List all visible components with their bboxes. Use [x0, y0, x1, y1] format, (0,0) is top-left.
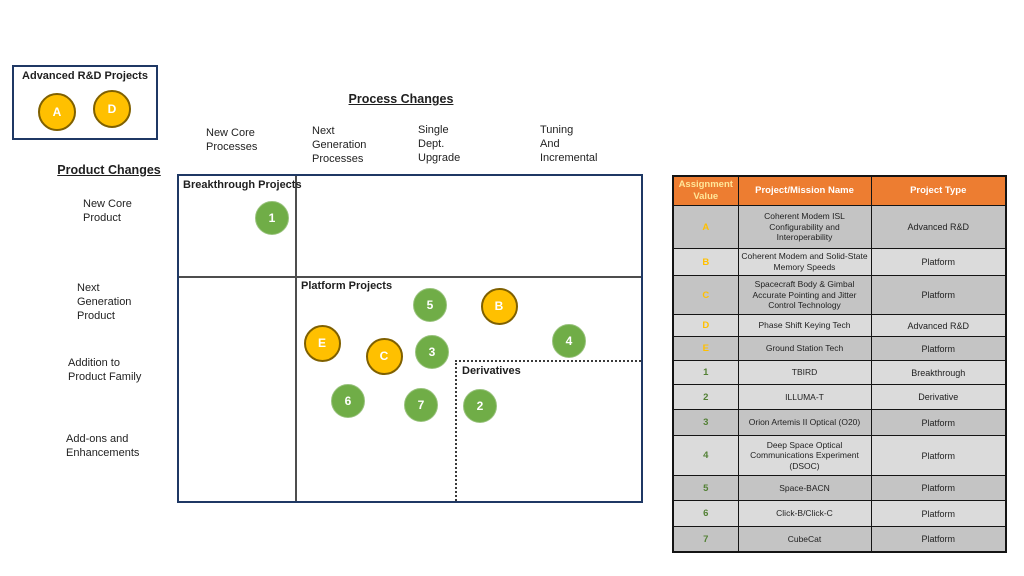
- derivatives-region: Derivatives: [455, 360, 641, 501]
- platform-region-label: Platform Projects: [301, 280, 393, 292]
- bubble-3: 3: [415, 335, 449, 369]
- bubble-D: D: [93, 90, 131, 128]
- cell-project-mission-name: Ground Station Tech: [737, 336, 872, 361]
- process-axis-label-next-generation-processes: Next Generation Processes: [312, 125, 367, 166]
- cell-assignment-value: 6: [672, 500, 739, 527]
- cell-assignment-value: 1: [672, 360, 739, 385]
- table-row-7: 7 CubeCat Platform: [672, 526, 1007, 553]
- table-row-B: B Coherent Modem and Solid-State Memory S…: [672, 248, 1007, 276]
- cell-assignment-value: 7: [672, 526, 739, 553]
- bubble-C: C: [365, 337, 403, 375]
- cell-project-mission-name: Deep Space Optical Communications Experi…: [737, 435, 872, 476]
- bubble-5: 5: [413, 288, 447, 322]
- process-axis-label-single-dept-upgrade: Single Dept. Upgrade: [418, 124, 461, 165]
- cell-project-type: Platform: [870, 248, 1007, 276]
- project-assignment-table: Assignment Value Project/Mission Name Pr…: [672, 175, 1007, 553]
- col-header-project-type: Project Type: [870, 175, 1007, 206]
- bubble-7: 7: [404, 388, 438, 422]
- matrix-vertical-divider: [295, 176, 297, 501]
- cell-project-mission-name: Click-B/Click-C: [737, 500, 872, 527]
- advanced-rd-legend-title: Advanced R&D Projects: [22, 70, 148, 82]
- cell-assignment-value: 5: [672, 475, 739, 501]
- product-changes-title: Product Changes: [57, 163, 161, 177]
- cell-project-mission-name: Orion Artemis II Optical (O20): [737, 409, 872, 436]
- cell-assignment-value: 4: [672, 435, 739, 476]
- bubble-A: A: [38, 93, 76, 131]
- table-row-A: A Coherent Modem ISL Configurability and …: [672, 205, 1007, 249]
- cell-assignment-value: B: [672, 248, 739, 276]
- derivatives-region-label: Derivatives: [462, 365, 521, 377]
- cell-project-mission-name: Space-BACN: [737, 475, 872, 501]
- cell-project-mission-name: Spacecraft Body & Gimbal Accurate Pointi…: [737, 275, 872, 315]
- process-changes-title: Process Changes: [348, 92, 454, 106]
- table-header-row: Assignment Value Project/Mission Name Pr…: [672, 175, 1007, 206]
- matrix-horizontal-divider: [179, 276, 641, 278]
- cell-project-type: Platform: [870, 275, 1007, 315]
- bubble-B: B: [480, 287, 518, 325]
- cell-project-type: Advanced R&D: [870, 205, 1007, 249]
- cell-project-type: Platform: [870, 336, 1007, 361]
- cell-project-mission-name: ILLUMA-T: [737, 384, 872, 410]
- cell-project-type: Platform: [870, 409, 1007, 436]
- table-row-E: E Ground Station Tech Platform: [672, 336, 1007, 361]
- cell-project-type: Platform: [870, 526, 1007, 553]
- cell-assignment-value: 3: [672, 409, 739, 436]
- bubble-E: E: [303, 324, 341, 362]
- bubble-1: 1: [255, 201, 289, 235]
- table-row-3: 3 Orion Artemis II Optical (O20) Platform: [672, 409, 1007, 436]
- product-axis-label-addition-to-product-family: Addition to Product Family: [68, 357, 142, 384]
- product-axis-label-next-generation-product: Next Generation Product: [77, 282, 132, 323]
- table-row-1: 1 TBIRD Breakthrough: [672, 360, 1007, 385]
- bubble-4: 4: [552, 324, 586, 358]
- cell-project-mission-name: Phase Shift Keying Tech: [737, 314, 872, 337]
- cell-project-type: Derivative: [870, 384, 1007, 410]
- cell-project-type: Platform: [870, 500, 1007, 527]
- cell-assignment-value: C: [672, 275, 739, 315]
- product-axis-label-new-core-product: New Core Product: [83, 198, 132, 225]
- process-axis-label-tuning-and-incremental: Tuning And Incremental: [540, 124, 598, 165]
- col-header-project-mission-name: Project/Mission Name: [737, 175, 872, 206]
- cell-project-type: Advanced R&D: [870, 314, 1007, 337]
- cell-assignment-value: E: [672, 336, 739, 361]
- bubble-2: 2: [463, 389, 497, 423]
- table-row-5: 5 Space-BACN Platform: [672, 475, 1007, 501]
- table-row-C: C Spacecraft Body & Gimbal Accurate Point…: [672, 275, 1007, 315]
- table-row-6: 6 Click-B/Click-C Platform: [672, 500, 1007, 527]
- col-header-assignment-value: Assignment Value: [672, 175, 739, 206]
- table-row-D: D Phase Shift Keying Tech Advanced R&D: [672, 314, 1007, 337]
- bubble-6: 6: [331, 384, 365, 418]
- cell-project-mission-name: Coherent Modem ISL Configurability and I…: [737, 205, 872, 249]
- cell-assignment-value: D: [672, 314, 739, 337]
- cell-project-mission-name: TBIRD: [737, 360, 872, 385]
- cell-project-mission-name: Coherent Modem and Solid-State Memory Sp…: [737, 248, 872, 276]
- product-axis-label-add-ons-and-enhancements: Add-ons and Enhancements: [66, 433, 140, 460]
- cell-assignment-value: A: [672, 205, 739, 249]
- breakthrough-region-label: Breakthrough Projects: [183, 179, 302, 191]
- table-row-4: 4 Deep Space Optical Communications Exper…: [672, 435, 1007, 476]
- advanced-rd-legend-box: Advanced R&D Projects: [12, 65, 158, 140]
- cell-project-type: Platform: [870, 435, 1007, 476]
- cell-project-type: Breakthrough: [870, 360, 1007, 385]
- cell-project-mission-name: CubeCat: [737, 526, 872, 553]
- table-row-2: 2 ILLUMA-T Derivative: [672, 384, 1007, 410]
- cell-project-type: Platform: [870, 475, 1007, 501]
- cell-assignment-value: 2: [672, 384, 739, 410]
- process-axis-label-new-core-processes: New Core Processes: [206, 127, 258, 154]
